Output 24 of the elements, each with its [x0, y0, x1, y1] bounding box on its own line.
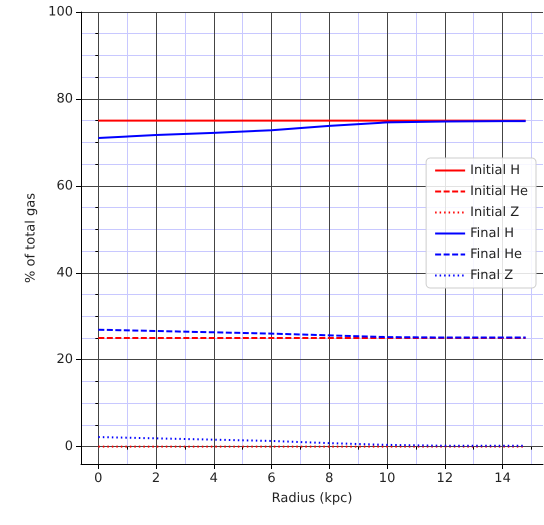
x-axis-title: Radius (kpc): [272, 491, 352, 506]
x-tick-label: 10: [378, 471, 396, 486]
y-tick-label: 20: [56, 352, 73, 368]
y-tick-label: 60: [56, 178, 73, 194]
x-tick-label: 12: [436, 471, 454, 486]
y-tick-label: 80: [56, 91, 73, 106]
x-tick-label: 6: [267, 471, 276, 486]
x-tick-label: 14: [494, 471, 511, 486]
y-tick-label: 40: [56, 265, 73, 280]
line-series: [97, 328, 527, 339]
legend-label: Final H: [470, 226, 514, 241]
y-axis-title: % of total gas: [23, 192, 38, 283]
x-tick-label: 0: [94, 471, 102, 486]
legend-label: Initial H: [470, 163, 520, 178]
legend-label: Final Z: [470, 268, 514, 283]
x-tick-label: 4: [210, 471, 218, 486]
y-tick-label: 0: [64, 439, 73, 454]
line-series: [97, 120, 527, 140]
legend-label: Initial He: [470, 184, 528, 199]
y-tick-label: 100: [48, 4, 73, 20]
legend-label: Final He: [470, 247, 522, 262]
legend-label: Initial Z: [470, 205, 520, 220]
x-tick-label: 2: [152, 471, 160, 486]
x-tick-label: 8: [325, 471, 334, 486]
